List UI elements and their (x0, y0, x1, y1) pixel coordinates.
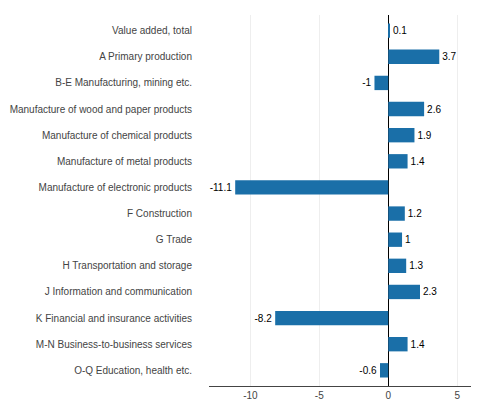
svg-text:1.9: 1.9 (417, 130, 431, 141)
svg-text:-10: -10 (243, 390, 258, 401)
svg-text:0.1: 0.1 (393, 25, 407, 36)
svg-text:H Transportation and storage: H Transportation and storage (62, 260, 192, 271)
svg-text:O-Q Education, health etc.: O-Q Education, health etc. (74, 365, 192, 376)
svg-text:A Primary production: A Primary production (99, 51, 192, 62)
svg-text:G Trade: G Trade (156, 234, 193, 245)
svg-text:-8.2: -8.2 (255, 313, 273, 324)
svg-text:-0.6: -0.6 (359, 365, 377, 376)
svg-text:-5: -5 (315, 390, 324, 401)
svg-text:-11.1: -11.1 (210, 182, 232, 193)
svg-text:2.6: 2.6 (427, 104, 441, 115)
svg-text:Manufacture of chemical produc: Manufacture of chemical products (42, 130, 192, 141)
svg-text:5: 5 (454, 390, 460, 401)
svg-text:-1: -1 (362, 77, 371, 88)
svg-text:1.4: 1.4 (411, 156, 425, 167)
svg-text:1.3: 1.3 (409, 260, 423, 271)
svg-text:Manufacture of electronic prod: Manufacture of electronic products (39, 182, 192, 193)
svg-text:B-E Manufacturing, mining etc.: B-E Manufacturing, mining etc. (55, 77, 192, 88)
svg-text:K Financial and insurance acti: K Financial and insurance activities (36, 313, 192, 324)
svg-text:0: 0 (385, 390, 391, 401)
svg-text:1.4: 1.4 (411, 339, 425, 350)
svg-text:2.3: 2.3 (423, 286, 437, 297)
svg-text:1: 1 (405, 234, 411, 245)
svg-text:J Information and communicatio: J Information and communication (45, 286, 192, 297)
svg-text:3.7: 3.7 (442, 51, 456, 62)
svg-text:Manufacture of metal products: Manufacture of metal products (57, 156, 192, 167)
svg-text:1.2: 1.2 (408, 208, 422, 219)
svg-text:M-N Business-to-business servi: M-N Business-to-business services (36, 339, 192, 350)
svg-text:Manufacture of wood and paper: Manufacture of wood and paper products (10, 104, 192, 115)
svg-text:F Construction: F Construction (127, 208, 192, 219)
svg-text:Value added, total: Value added, total (112, 25, 192, 36)
